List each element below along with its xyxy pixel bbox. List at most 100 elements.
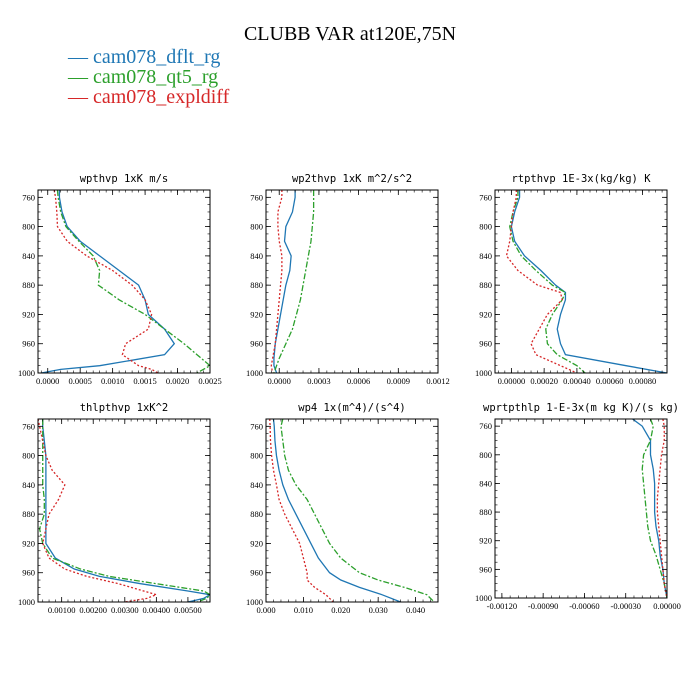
x-tick-label: 0.0006 bbox=[347, 376, 370, 386]
series-line-2 bbox=[56, 190, 210, 373]
y-tick-label: 800 bbox=[22, 451, 35, 461]
y-tick-label: 920 bbox=[479, 536, 492, 546]
x-tick-label: 0.0003 bbox=[307, 376, 330, 386]
x-tick-label: 0.00500 bbox=[174, 605, 202, 615]
y-tick-label: 840 bbox=[250, 251, 263, 261]
y-tick-label: 760 bbox=[479, 192, 492, 202]
y-tick-label: 880 bbox=[22, 280, 35, 290]
y-tick-label: 760 bbox=[479, 421, 492, 431]
y-tick-label: 1000 bbox=[18, 368, 35, 378]
x-tick-label: -0.00030 bbox=[610, 601, 640, 611]
y-tick-label: 880 bbox=[479, 280, 492, 290]
panel-title: wprtpthlp 1-E-3x(m kg K)/(s kg) bbox=[483, 402, 679, 414]
plot-frame bbox=[37, 418, 211, 603]
panel-4: thlpthvp 1xK^2 760 800 840 880 920 960 1000 0.00… bbox=[18, 402, 211, 615]
y-tick-label: 800 bbox=[22, 222, 35, 232]
series-line-2 bbox=[273, 190, 315, 373]
plot-frame bbox=[37, 189, 211, 374]
panel-title: wp4 1x(m^4)/(s^4) bbox=[298, 402, 405, 414]
series-line-1 bbox=[272, 419, 401, 602]
y-tick-label: 920 bbox=[22, 309, 35, 319]
x-tick-label: 0.0000 bbox=[36, 376, 59, 386]
y-tick-label: 840 bbox=[22, 480, 35, 490]
panel-title: wp2thvp 1xK m^2/s^2 bbox=[292, 173, 412, 185]
y-tick-label: 760 bbox=[250, 421, 263, 431]
y-tick-label: 800 bbox=[479, 222, 492, 232]
y-tick-label: 840 bbox=[479, 251, 492, 261]
x-tick-label: 0.00100 bbox=[48, 605, 76, 615]
x-tick-label: 0.0012 bbox=[426, 376, 449, 386]
x-tick-label: 0.00020 bbox=[530, 376, 558, 386]
x-tick-label: -0.00060 bbox=[569, 601, 599, 611]
series-line-2 bbox=[509, 190, 586, 373]
figure-title: CLUBB VAR at120E,75N bbox=[244, 23, 456, 45]
series-line-2 bbox=[38, 419, 210, 602]
series-line-3 bbox=[505, 190, 578, 373]
y-tick-label: 920 bbox=[479, 309, 492, 319]
y-tick-label: 960 bbox=[250, 339, 263, 349]
x-tick-label: 0.030 bbox=[369, 605, 388, 615]
series-line-1 bbox=[632, 419, 667, 598]
panel-5: wp4 1x(m^4)/(s^4)76080084088092096010000… bbox=[246, 402, 439, 615]
y-tick-label: 880 bbox=[250, 509, 263, 519]
panel-6: wprtpthlp 1-E-3x(m kg K)/(s kg) 760 800 840… bbox=[475, 402, 681, 611]
y-tick-label: 840 bbox=[479, 478, 492, 488]
x-tick-label: 0.020 bbox=[331, 605, 350, 615]
y-tick-label: 1000 bbox=[246, 597, 263, 607]
y-tick-label: 800 bbox=[250, 222, 263, 232]
x-tick-label: 0.0000 bbox=[268, 376, 291, 386]
y-tick-label: 920 bbox=[250, 538, 263, 548]
x-tick-label: 0.0015 bbox=[133, 376, 156, 386]
y-tick-label: 1000 bbox=[246, 368, 263, 378]
legend-entry-expldiff: — cam078_expldiff bbox=[67, 86, 230, 108]
y-tick-label: 1000 bbox=[475, 593, 492, 603]
x-tick-label: 0.0020 bbox=[166, 376, 189, 386]
y-tick-label: 920 bbox=[250, 309, 263, 319]
x-tick-label: 0.0025 bbox=[198, 376, 221, 386]
y-tick-label: 880 bbox=[22, 509, 35, 519]
x-tick-label: 0.0009 bbox=[387, 376, 410, 386]
x-tick-label: 0.040 bbox=[406, 605, 425, 615]
series-line-3 bbox=[38, 419, 159, 602]
series-line-1 bbox=[273, 190, 296, 373]
panel-3: rtpthvp 1E-3x(kg/kg) K 760 800 840 880 920 960… bbox=[475, 173, 668, 386]
y-tick-label: 800 bbox=[479, 450, 492, 460]
y-tick-label: 960 bbox=[22, 339, 35, 349]
series-line-3 bbox=[270, 190, 283, 373]
plot-frame bbox=[265, 418, 439, 603]
series-line-1 bbox=[42, 419, 210, 602]
x-tick-label: 0.0010 bbox=[101, 376, 124, 386]
plot-frame bbox=[265, 189, 439, 374]
panel-title: wpthvp 1xK m/s bbox=[80, 173, 169, 185]
y-tick-label: 1000 bbox=[475, 368, 492, 378]
series-line-2 bbox=[280, 419, 435, 602]
y-tick-label: 880 bbox=[479, 507, 492, 517]
series-line-1 bbox=[41, 190, 176, 373]
panels: wpthvp 1xK m/s76080084088092096010000.00… bbox=[18, 173, 681, 615]
panel-1: wpthvp 1xK m/s76080084088092096010000.00… bbox=[18, 173, 222, 386]
x-tick-label: -0.00090 bbox=[528, 601, 558, 611]
y-tick-label: 960 bbox=[479, 564, 492, 574]
series-line-3 bbox=[656, 419, 667, 598]
x-tick-label: 0.00060 bbox=[596, 376, 624, 386]
y-tick-label: 840 bbox=[22, 251, 35, 261]
y-tick-label: 840 bbox=[250, 480, 263, 490]
y-tick-label: 800 bbox=[250, 451, 263, 461]
x-tick-label: 0.000 bbox=[256, 605, 275, 615]
series-line-3 bbox=[53, 190, 159, 373]
y-tick-label: 760 bbox=[250, 192, 263, 202]
y-tick-label: 880 bbox=[250, 280, 263, 290]
x-tick-label: -0.00120 bbox=[487, 601, 517, 611]
y-tick-label: 760 bbox=[22, 192, 35, 202]
x-tick-label: 0.0005 bbox=[69, 376, 92, 386]
y-tick-label: 960 bbox=[22, 568, 35, 578]
plot-frame bbox=[494, 189, 668, 374]
panel-2: wp2thvp 1xK m^2/s^2 760 800 840 880 920 960 100… bbox=[246, 173, 450, 386]
series-line-3 bbox=[269, 419, 334, 602]
legend-entry-dflt: — cam078_dflt_rg bbox=[67, 46, 220, 68]
series-line-2 bbox=[641, 419, 667, 598]
x-tick-label: 0.010 bbox=[294, 605, 313, 615]
x-tick-label: 0.00300 bbox=[111, 605, 139, 615]
x-tick-label: 0.00080 bbox=[629, 376, 657, 386]
